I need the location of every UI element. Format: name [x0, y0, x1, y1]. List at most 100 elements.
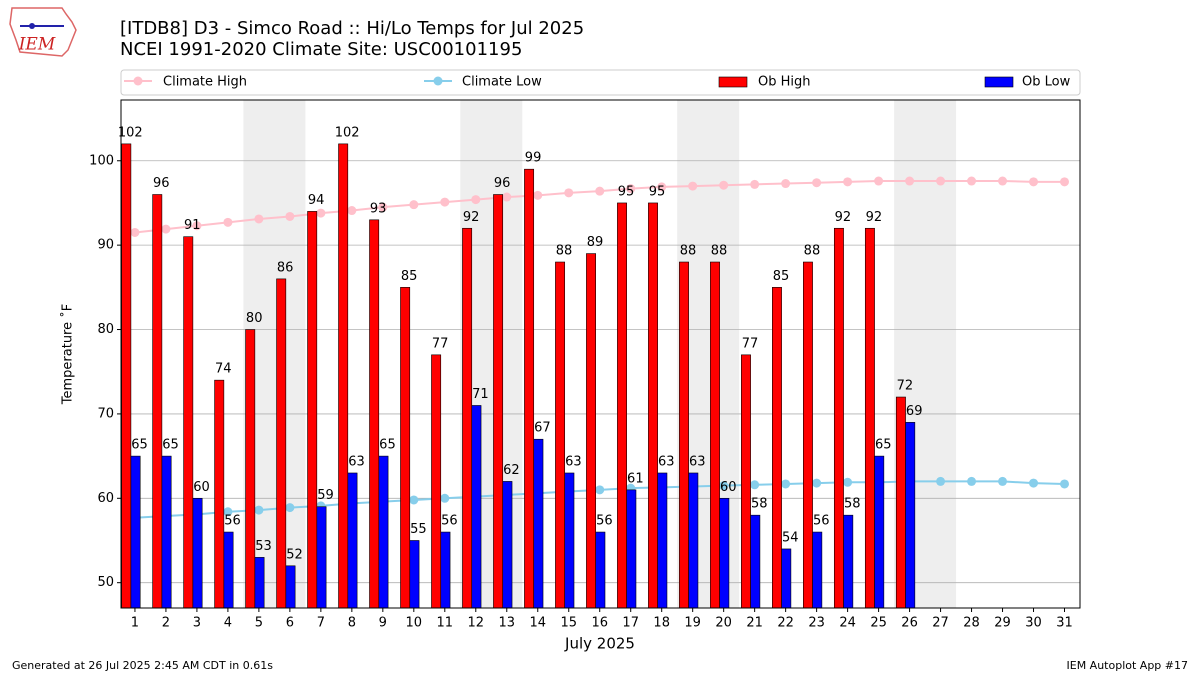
y-tick-label: 90 [97, 238, 114, 253]
bar [462, 227, 473, 609]
bar [895, 396, 906, 609]
bar [192, 497, 203, 609]
bar [741, 354, 751, 609]
data-label: 96 [153, 176, 170, 191]
bar [316, 506, 327, 609]
x-tick-label: 23 [808, 616, 825, 631]
legend-label: Ob Low [1022, 75, 1071, 90]
bar [254, 557, 265, 609]
point [905, 176, 915, 186]
x-tick-label: 20 [715, 616, 732, 631]
point [223, 217, 233, 227]
point [502, 192, 512, 202]
logo: IEM [9, 7, 77, 57]
point [595, 186, 605, 196]
bar [812, 531, 823, 609]
x-tick-label: 25 [870, 616, 887, 631]
bar [719, 497, 730, 609]
bar [223, 531, 234, 609]
point [595, 485, 605, 495]
bar [657, 472, 668, 609]
data-label: 63 [658, 454, 675, 469]
data-label: 77 [742, 336, 759, 351]
bar [833, 227, 844, 609]
footer-right: IEM Autoplot App #17 [1067, 659, 1189, 672]
point [564, 188, 574, 198]
data-label: 91 [184, 218, 201, 233]
data-label: 93 [370, 201, 387, 216]
x-tick-label: 27 [932, 616, 949, 631]
data-label: 92 [463, 210, 480, 225]
data-label: 72 [897, 379, 914, 394]
bar [781, 548, 792, 609]
bar [183, 236, 194, 609]
data-label: 80 [246, 311, 263, 326]
bar [307, 211, 318, 609]
point [812, 478, 822, 488]
point [533, 190, 543, 200]
bar [595, 531, 606, 609]
bar [378, 455, 389, 609]
data-label: 95 [649, 184, 666, 199]
bar [431, 354, 442, 609]
data-label: 63 [348, 454, 365, 469]
data-label: 77 [432, 336, 449, 351]
data-label: 88 [680, 244, 697, 259]
point [440, 197, 450, 207]
data-label: 102 [335, 125, 360, 140]
point [285, 503, 295, 513]
data-label: 52 [286, 547, 303, 562]
bar [874, 455, 885, 609]
point [781, 179, 791, 189]
x-axis-label: July 2025 [564, 635, 635, 653]
legend-swatch [718, 76, 748, 88]
bar [688, 472, 699, 609]
data-label: 85 [401, 269, 418, 284]
x-tick-label: 4 [224, 616, 232, 631]
bar [564, 472, 575, 609]
x-tick-label: 22 [777, 616, 794, 631]
x-tick-label: 14 [529, 616, 546, 631]
data-label: 53 [255, 539, 272, 554]
bar [502, 481, 513, 609]
y-axis-label: Temperature ˚F [60, 304, 76, 405]
x-tick-label: 1 [131, 616, 139, 631]
data-label: 99 [525, 151, 542, 166]
plot-frame [120, 99, 1081, 609]
point [781, 479, 791, 489]
data-label: 60 [720, 480, 737, 495]
x-tick-label: 13 [498, 616, 515, 631]
point [409, 200, 419, 210]
data-label: 65 [131, 438, 148, 453]
data-label: 54 [782, 530, 799, 545]
bar [347, 472, 358, 609]
data-label: 58 [844, 497, 861, 512]
data-label: 56 [441, 514, 458, 529]
data-label: 96 [494, 176, 511, 191]
point [223, 507, 233, 517]
bar [586, 253, 596, 609]
bar [493, 194, 504, 609]
point [1060, 177, 1070, 187]
x-tick-label: 10 [406, 616, 423, 631]
x-tick-label: 26 [901, 616, 918, 631]
bar [214, 379, 225, 609]
x-tick-label: 11 [437, 616, 454, 631]
bar [533, 438, 544, 609]
data-label: 102 [118, 125, 143, 140]
x-tick-label: 15 [560, 616, 577, 631]
logo-outline [9, 7, 77, 57]
bar [161, 455, 172, 609]
legend-label: Ob High [758, 75, 811, 90]
data-label: 92 [835, 210, 852, 225]
bar [369, 219, 380, 609]
point [936, 176, 946, 186]
point [719, 481, 729, 491]
legend-marker [433, 76, 443, 86]
logo-text: IEM [18, 35, 56, 55]
x-tick-label: 24 [839, 616, 856, 631]
bar [285, 565, 296, 609]
point [967, 176, 977, 186]
bar [440, 531, 451, 609]
